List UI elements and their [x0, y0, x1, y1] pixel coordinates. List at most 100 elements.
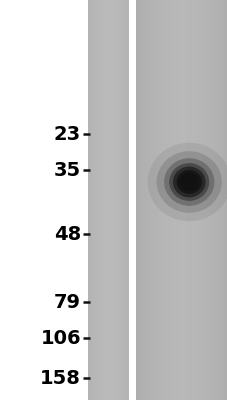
- Text: 23: 23: [54, 124, 81, 144]
- Bar: [170, 0, 172, 400]
- Bar: [212, 0, 213, 400]
- Bar: [157, 0, 158, 400]
- Bar: [193, 0, 195, 400]
- Bar: [224, 0, 225, 400]
- Bar: [124, 0, 125, 400]
- Bar: [135, 0, 137, 400]
- Bar: [198, 0, 200, 400]
- Bar: [121, 0, 122, 400]
- Bar: [122, 0, 123, 400]
- Bar: [187, 0, 189, 400]
- Ellipse shape: [147, 143, 227, 221]
- Bar: [108, 0, 109, 400]
- Bar: [109, 0, 110, 400]
- Bar: [104, 0, 105, 400]
- Bar: [98, 0, 99, 400]
- Bar: [111, 0, 112, 400]
- Bar: [192, 0, 193, 400]
- Text: 158: 158: [40, 368, 81, 388]
- Bar: [128, 0, 135, 400]
- Bar: [137, 0, 138, 400]
- Bar: [90, 0, 91, 400]
- Bar: [215, 0, 216, 400]
- Bar: [95, 0, 96, 400]
- Bar: [180, 0, 181, 400]
- Bar: [96, 0, 97, 400]
- Bar: [138, 0, 140, 400]
- Bar: [113, 0, 114, 400]
- Bar: [116, 0, 117, 400]
- Ellipse shape: [168, 163, 208, 201]
- Bar: [89, 0, 90, 400]
- Bar: [120, 0, 121, 400]
- Bar: [207, 0, 209, 400]
- Bar: [149, 0, 150, 400]
- Bar: [206, 0, 207, 400]
- Bar: [125, 0, 126, 400]
- Bar: [153, 0, 155, 400]
- Bar: [164, 0, 166, 400]
- Bar: [216, 0, 218, 400]
- Bar: [221, 0, 222, 400]
- Bar: [222, 0, 224, 400]
- Text: 106: 106: [40, 328, 81, 348]
- Bar: [150, 0, 152, 400]
- Bar: [92, 0, 93, 400]
- Bar: [190, 0, 192, 400]
- Bar: [176, 0, 178, 400]
- Bar: [144, 0, 146, 400]
- Bar: [160, 0, 161, 400]
- Ellipse shape: [163, 158, 213, 206]
- Text: 35: 35: [54, 160, 81, 180]
- Ellipse shape: [156, 151, 221, 213]
- Ellipse shape: [172, 166, 205, 197]
- Bar: [101, 0, 102, 400]
- Bar: [218, 0, 219, 400]
- Bar: [202, 0, 204, 400]
- Bar: [88, 0, 89, 400]
- Bar: [103, 0, 104, 400]
- Bar: [140, 0, 141, 400]
- Bar: [172, 0, 173, 400]
- Ellipse shape: [176, 170, 201, 194]
- Bar: [102, 0, 103, 400]
- Bar: [97, 0, 98, 400]
- Bar: [115, 0, 116, 400]
- Bar: [126, 0, 127, 400]
- Bar: [184, 0, 186, 400]
- Bar: [181, 0, 183, 400]
- Bar: [127, 0, 128, 400]
- Text: 79: 79: [54, 292, 81, 312]
- Bar: [189, 0, 190, 400]
- Bar: [143, 0, 144, 400]
- Bar: [169, 0, 170, 400]
- Bar: [99, 0, 100, 400]
- Bar: [195, 0, 196, 400]
- Bar: [163, 0, 164, 400]
- Bar: [219, 0, 221, 400]
- Bar: [175, 0, 176, 400]
- Bar: [100, 0, 101, 400]
- Bar: [210, 0, 212, 400]
- Bar: [225, 0, 227, 400]
- Bar: [147, 0, 149, 400]
- Bar: [123, 0, 124, 400]
- Bar: [158, 0, 160, 400]
- Bar: [186, 0, 187, 400]
- Bar: [106, 0, 107, 400]
- Bar: [110, 0, 111, 400]
- Bar: [167, 0, 169, 400]
- Bar: [93, 0, 94, 400]
- Bar: [107, 0, 108, 400]
- Bar: [196, 0, 198, 400]
- Bar: [141, 0, 143, 400]
- Bar: [117, 0, 118, 400]
- Bar: [200, 0, 201, 400]
- Bar: [146, 0, 147, 400]
- Bar: [209, 0, 210, 400]
- Bar: [201, 0, 202, 400]
- Bar: [105, 0, 106, 400]
- Bar: [166, 0, 167, 400]
- Bar: [91, 0, 92, 400]
- Bar: [204, 0, 206, 400]
